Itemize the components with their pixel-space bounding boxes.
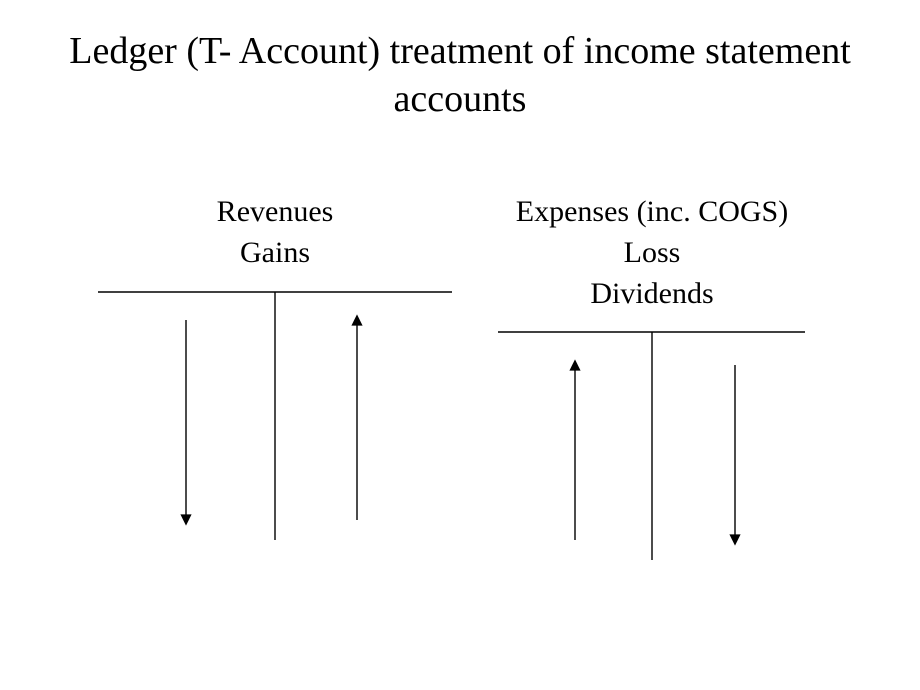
slide: Ledger (T- Account) treatment of income … (0, 0, 920, 690)
right-t-account (0, 0, 920, 690)
